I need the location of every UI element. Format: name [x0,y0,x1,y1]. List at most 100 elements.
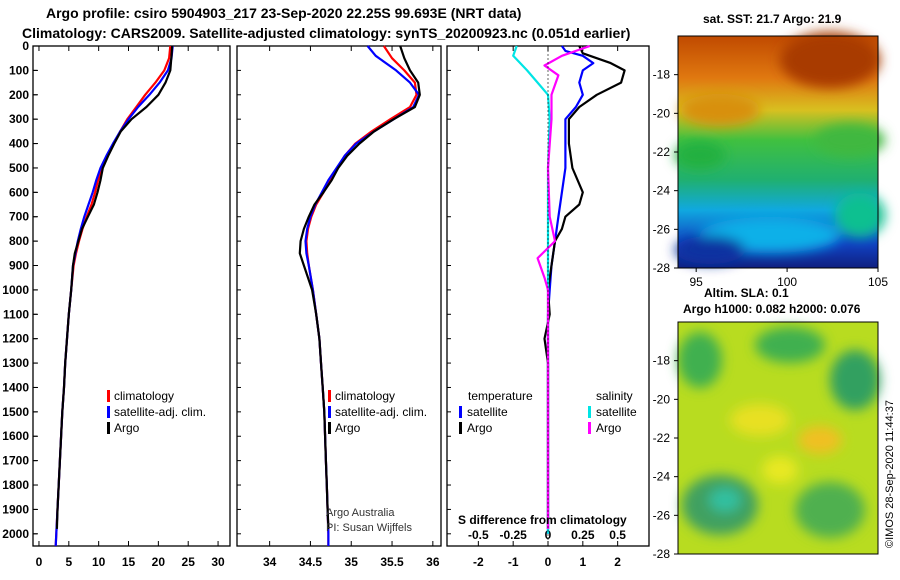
x-tick-label: 36 [426,555,440,569]
sst-map-axes: -18 -20 -22 -24 -26 -28 95 100 105 [653,68,889,289]
difference-xlabel: S difference from climatology [458,513,627,527]
legend-label-satellite: satellite-adj. clim. [114,405,206,419]
x-tick-label: 5 [65,555,72,569]
legend-label-climatology: climatology [114,389,174,403]
series-line-argo [55,45,174,529]
depth-tick-label: 600 [9,185,29,199]
depth-tick-label: 1000 [2,283,29,297]
sla-map-title: Altim. SLA: 0.1 [704,286,789,300]
map-y-label: -20 [653,106,671,120]
depth-tick-label: 100 [9,63,29,77]
x-tick-label: -1 [508,555,519,569]
depth-tick-label: 1600 [2,429,29,443]
legend-swatch-sal-argo [588,422,591,434]
series-line-temperature-satellite [546,45,595,534]
legend-title-salinity: salinity [596,389,633,403]
depth-tick-label: 900 [9,259,29,273]
depth-axis: 0 100 200 300 400 500 600 700 800 900 1000 1100 1200… [2,39,38,541]
figure-title-line2: Climatology: CARS2009. Satellite-adjuste… [22,25,631,41]
x-tick-label: 0 [545,555,552,569]
x-tick-label: 0 [36,555,43,569]
x-tick-label-salinity: 0.25 [571,528,595,542]
legend-label-sal-argo: Argo [596,421,622,435]
credit-line1: Argo Australia [326,507,395,519]
temperature-legend: climatology satellite-adj. clim. Argo [107,389,206,435]
depth-tick-label: 1200 [2,332,29,346]
x-tick-label: 25 [182,555,196,569]
legend-label-satellite: satellite-adj. clim. [335,405,427,419]
x-tick-label: 15 [122,555,136,569]
x-tick-label-salinity: -0.5 [468,528,489,542]
map-y-label: -28 [653,547,671,561]
legend-swatch-argo [107,422,110,434]
x-tick-label: 35 [345,555,359,569]
figure-title-line1: Argo profile: csiro 5904903_217 23-Sep-2… [46,5,522,21]
depth-tick-label: 400 [9,137,29,151]
depth-tick-label: 200 [9,88,29,102]
series-line-salinity-satellite [512,45,551,534]
series-line-satellite-adj-clim- [304,45,421,546]
depth-tick-label: 1500 [2,405,29,419]
depth-tick-label: 2000 [2,527,29,541]
map-y-label: -28 [653,261,671,275]
depth-tick-label: 0 [22,39,29,53]
depth-tick-label: 1900 [2,502,29,516]
map-y-label: -26 [653,222,671,236]
salinity-legend: climatology satellite-adj. clim. Argo [328,389,427,435]
series-line-climatology [54,45,172,547]
legend-swatch-temp-satellite [459,406,462,418]
sla-map-subtitle: Argo h1000: 0.082 h2000: 0.076 [683,302,861,316]
legend-label-climatology: climatology [335,389,395,403]
x-tick-label: 34.5 [299,555,323,569]
legend-label-temp-argo: Argo [467,421,493,435]
x-tick-label: -2 [473,555,484,569]
legend-swatch-sal-satellite [588,406,591,418]
sst-map-title: sat. SST: 21.7 Argo: 21.9 [703,12,842,26]
difference-legend: temperature salinity satellite Argo sate… [458,389,637,527]
series-line-temperature-argo [543,45,626,529]
x-tick-label: 35.5 [380,555,404,569]
depth-tick-label: 1800 [2,478,29,492]
map-x-label: 100 [777,275,797,289]
series-line-climatology [305,45,418,546]
x-tick-label: 2 [614,555,621,569]
legend-label-argo: Argo [335,421,361,435]
legend-swatch-satellite [328,406,331,418]
map-x-label: 95 [690,275,704,289]
x-tick-label: 20 [152,555,166,569]
legend-label-temp-satellite: satellite [467,405,508,419]
temperature-panel-frame [32,45,231,547]
depth-tick-label: 1400 [2,380,29,394]
map-x-label: 105 [868,275,888,289]
depth-tick-label: 300 [9,112,29,126]
map-y-label: -22 [653,431,671,445]
legend-label-argo: Argo [114,421,140,435]
depth-tick-label: 800 [9,234,29,248]
map-y-label: -20 [653,392,671,406]
depth-tick-label: 1300 [2,356,29,370]
sla-map-axes: -18 -20 -22 -24 -26 -28 [653,354,678,561]
x-tick-label: 1 [579,555,586,569]
depth-tick-label: 500 [9,161,29,175]
map-y-label: -24 [653,184,671,198]
salinity-panel-frame [236,45,442,547]
credit-line2: PI: Susan Wijffels [326,522,412,534]
map-y-label: -24 [653,470,671,484]
map-y-label: -18 [653,354,671,368]
series-line-argo [298,45,421,529]
x-tick-label: 30 [211,555,225,569]
x-tick-label-salinity: 0.5 [609,528,626,542]
series-line-salinity-argo [536,44,591,529]
profile-lines [54,44,626,547]
x-tick-label: 10 [92,555,106,569]
sla-map [678,322,880,554]
map-y-label: -22 [653,145,671,159]
legend-title-temperature: temperature [468,389,533,403]
x-tick-label: 34 [263,555,277,569]
series-line-satellite-adj-clim- [54,45,174,547]
depth-tick-label: 700 [9,210,29,224]
x-axes: 0 5 10 15 20 25 30 34 34.5 35 35.5 36 -2 -1 0 1 2 -0.5 -0.… [33,45,626,569]
legend-swatch-argo [328,422,331,434]
legend-swatch-satellite [107,406,110,418]
